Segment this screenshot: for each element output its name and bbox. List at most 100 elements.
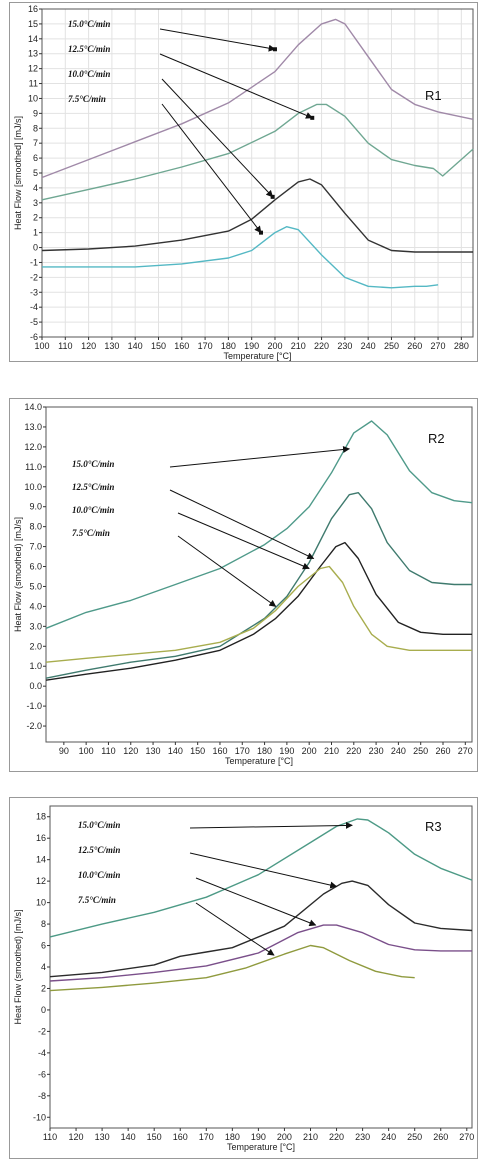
x-tick-label: 220 <box>346 746 361 756</box>
x-tick-label: 240 <box>361 341 376 351</box>
y-tick-label: 14 <box>28 34 38 44</box>
y-tick-label: -4 <box>38 1048 46 1058</box>
legend-label: 15.0°C/min <box>78 820 120 830</box>
y-tick-label: -1 <box>30 257 38 267</box>
legend-arrow <box>159 53 313 119</box>
arrow-point-marker <box>258 230 263 235</box>
series-line-0 <box>45 420 473 629</box>
x-tick-label: 260 <box>407 341 422 351</box>
arrow-point-marker <box>272 47 277 52</box>
series-line-0 <box>41 18 474 179</box>
y-tick-label: 5.0 <box>29 581 42 591</box>
x-tick-label: 110 <box>43 1132 57 1142</box>
x-tick-label: 260 <box>435 746 450 756</box>
y-tick-label: 8 <box>41 919 46 929</box>
y-tick-label: 4.0 <box>29 601 42 611</box>
arrow-point-marker <box>270 194 275 199</box>
y-tick-label: 3.0 <box>29 621 42 631</box>
x-tick-label: 120 <box>81 341 96 351</box>
y-tick-label: 13.0 <box>24 422 42 432</box>
x-tick-label: 160 <box>173 1132 188 1142</box>
x-axis-label: Temperature [°C] <box>223 351 291 361</box>
x-tick-label: 240 <box>381 1132 396 1142</box>
y-tick-label: -6 <box>30 332 38 342</box>
x-tick-label: 130 <box>104 341 119 351</box>
plot-area <box>45 406 473 743</box>
x-tick-label: 220 <box>314 341 329 351</box>
x-tick-label: 260 <box>433 1132 448 1142</box>
legend-arrow <box>169 446 351 468</box>
series-line-1 <box>49 880 473 978</box>
x-tick-label: 190 <box>244 341 259 351</box>
y-tick-label: 18 <box>36 812 46 822</box>
x-tick-label: 130 <box>95 1132 110 1142</box>
y-tick-label: 12.0 <box>24 442 42 452</box>
legend-arrow <box>161 78 274 198</box>
y-tick-label: 16 <box>28 4 38 14</box>
x-tick-label: 150 <box>190 746 205 756</box>
x-tick-label: 170 <box>235 746 250 756</box>
x-tick-label: 110 <box>101 746 115 756</box>
chart-svg-r2: 90 100 110 120 130 140 150 160 170 180 190 200 210 22… <box>13 402 473 766</box>
y-tick-label: 4 <box>41 962 46 972</box>
chart-panel-r2: 90 100 110 120 130 140 150 160 170 180 190 200 210 22… <box>9 398 478 772</box>
legend-label: 7.5°C/min <box>78 895 116 905</box>
y-tick-label: -3 <box>30 287 38 297</box>
x-tick-label: 220 <box>329 1132 344 1142</box>
x-tick-label: 200 <box>302 746 317 756</box>
chart-panel-r1: 100 110 120 130 140 150 160 170 180 190 200 210 220 2… <box>9 2 478 362</box>
legend-label: 15.0°C/min <box>72 459 114 469</box>
x-tick-label: 100 <box>34 341 49 351</box>
x-tick-label: 280 <box>454 341 469 351</box>
chart-title: R1 <box>425 88 442 103</box>
y-tick-label: 9.0 <box>29 502 42 512</box>
series-line-1 <box>45 492 472 679</box>
y-tick-label: 2 <box>33 213 38 223</box>
y-axis-label: Heat Flow (smoothed) [mJ/s] <box>13 517 23 632</box>
y-tick-label: 1 <box>33 228 38 238</box>
legend-label: 7.5°C/min <box>68 94 106 104</box>
legend-label: 10.0°C/min <box>68 69 110 79</box>
y-tick-label: 12 <box>28 64 38 74</box>
x-tick-label: 100 <box>79 746 94 756</box>
x-tick-label: 140 <box>128 341 143 351</box>
y-tick-label: 12 <box>36 876 46 886</box>
legend-arrow <box>189 821 353 829</box>
x-tick-label: 210 <box>291 341 306 351</box>
y-tick-label: 6 <box>33 153 38 163</box>
arrow-point-marker <box>310 115 315 120</box>
x-tick-label: 210 <box>303 1132 318 1142</box>
legend-arrow <box>177 512 310 570</box>
y-tick-label: 10 <box>28 93 38 103</box>
y-tick-label: -2 <box>38 1026 46 1036</box>
legend-label: 12.5°C/min <box>68 44 110 54</box>
x-tick-label: 120 <box>69 1132 84 1142</box>
chart-title: R2 <box>428 431 445 446</box>
series-line-2 <box>49 924 472 982</box>
x-tick-label: 250 <box>384 341 399 351</box>
x-tick-label: 200 <box>277 1132 292 1142</box>
series-line-2 <box>41 178 473 253</box>
x-tick-label: 180 <box>221 341 236 351</box>
y-tick-label: -1.0 <box>26 701 42 711</box>
y-tick-label: -10 <box>33 1112 46 1122</box>
y-axis-label: Heat Flow (smoothed) [mJ/s] <box>13 909 23 1024</box>
x-tick-label: 150 <box>147 1132 162 1142</box>
y-tick-label: 3 <box>33 198 38 208</box>
y-tick-label: 0 <box>41 1005 46 1015</box>
y-tick-label: 6 <box>41 941 46 951</box>
y-tick-label: 6.0 <box>29 562 42 572</box>
legend-label: 10.0°C/min <box>78 870 120 880</box>
y-tick-label: 7 <box>33 138 38 148</box>
y-tick-label: 0 <box>33 243 38 253</box>
x-tick-label: 230 <box>337 341 352 351</box>
legend-arrow <box>195 877 317 927</box>
chart-panel-r3: 110 120 130 140 150 160 170 180 190 200 210 220 230 2… <box>9 797 478 1159</box>
x-tick-label: 230 <box>369 746 384 756</box>
y-tick-label: 14 <box>36 855 46 865</box>
y-tick-label: 9 <box>33 108 38 118</box>
y-tick-label: 1.0 <box>29 661 42 671</box>
series-line-3 <box>49 944 415 992</box>
x-tick-label: 160 <box>174 341 189 351</box>
x-tick-label: 190 <box>279 746 294 756</box>
